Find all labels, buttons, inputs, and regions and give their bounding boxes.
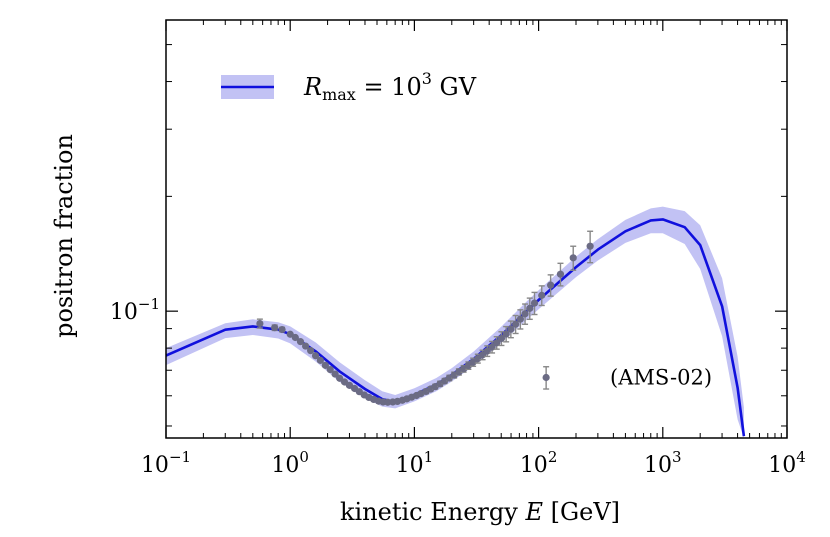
data-point	[483, 345, 491, 358]
data-point	[286, 330, 294, 338]
data-point	[586, 230, 594, 264]
data-point-marker	[516, 315, 524, 323]
ams02-label: (AMS-02)	[610, 366, 712, 390]
x-tick-label: 103	[644, 448, 682, 478]
data-point	[326, 365, 334, 374]
data-point-marker	[512, 320, 520, 328]
legend-point-marker	[542, 373, 550, 382]
data-point-marker	[296, 338, 305, 346]
data-point-marker	[507, 325, 515, 333]
data-point-marker	[321, 361, 329, 369]
x-tick-label: 100	[271, 448, 309, 478]
data-point	[507, 320, 515, 339]
data-point-marker	[271, 324, 279, 332]
data-point	[291, 333, 299, 342]
data-point-marker	[586, 242, 594, 250]
data-point-marker	[569, 254, 577, 262]
data-point	[311, 352, 320, 360]
tick-labels: 10−1 100 101 102 103 104 10−1	[110, 295, 806, 478]
x-axis-title: kinetic Energy E [GeV]	[340, 498, 620, 526]
data-point	[316, 356, 324, 364]
data-point-marker	[311, 352, 320, 360]
ams02-points-layer	[256, 230, 594, 406]
data-point-marker	[307, 347, 315, 355]
x-tick-label: 10−1	[141, 448, 191, 478]
data-point	[502, 325, 510, 343]
data-point	[271, 324, 279, 332]
plot-border	[165, 19, 788, 439]
data-point-marker	[502, 330, 510, 338]
data-point-marker	[497, 334, 506, 343]
data-point-marker	[286, 330, 294, 338]
data-point-marker	[493, 339, 501, 347]
plot-frame	[165, 19, 788, 439]
legend-label: Rmax = 103 GV	[303, 69, 477, 104]
data-point	[521, 303, 529, 325]
data-point	[301, 342, 310, 350]
data-point-marker	[256, 319, 264, 328]
data-point	[307, 347, 315, 355]
data-point-marker	[336, 374, 344, 382]
data-point	[530, 291, 539, 316]
data-point-marker	[526, 304, 534, 312]
x-tick-label: 104	[768, 448, 806, 478]
data-point	[569, 245, 577, 271]
y-axis-title: positron fraction	[50, 134, 78, 338]
data-point	[556, 262, 565, 287]
data-point-marker	[521, 310, 529, 318]
data-point-marker	[556, 270, 565, 278]
data-point-marker	[547, 281, 555, 289]
data-point	[516, 309, 524, 330]
model-uncertainty-band	[166, 206, 744, 438]
data-point	[493, 336, 501, 350]
x-tick-label: 102	[520, 448, 558, 478]
data-point	[538, 285, 546, 307]
data-point-marker	[316, 356, 324, 364]
data-point-marker	[301, 342, 310, 350]
data-point	[512, 314, 520, 335]
data-point-marker	[538, 291, 546, 299]
data-point-marker	[291, 333, 299, 342]
model-band-layer	[166, 206, 744, 438]
data-point-marker	[530, 299, 539, 307]
data-point	[278, 325, 286, 334]
data-point	[547, 274, 555, 297]
legend: Rmax = 103 GV (AMS-02)	[221, 69, 712, 390]
axis-ticks	[165, 20, 788, 438]
data-point	[321, 361, 329, 369]
data-point	[336, 374, 344, 382]
data-point-marker	[278, 325, 286, 334]
data-point-marker	[483, 347, 491, 355]
y-tick-label: 10−1	[110, 295, 160, 325]
data-point	[256, 318, 264, 329]
x-tick-label: 101	[396, 448, 434, 478]
ams02-legend-marker	[542, 366, 550, 390]
data-point	[526, 297, 534, 321]
data-point-marker	[326, 365, 334, 374]
data-point	[296, 338, 305, 346]
